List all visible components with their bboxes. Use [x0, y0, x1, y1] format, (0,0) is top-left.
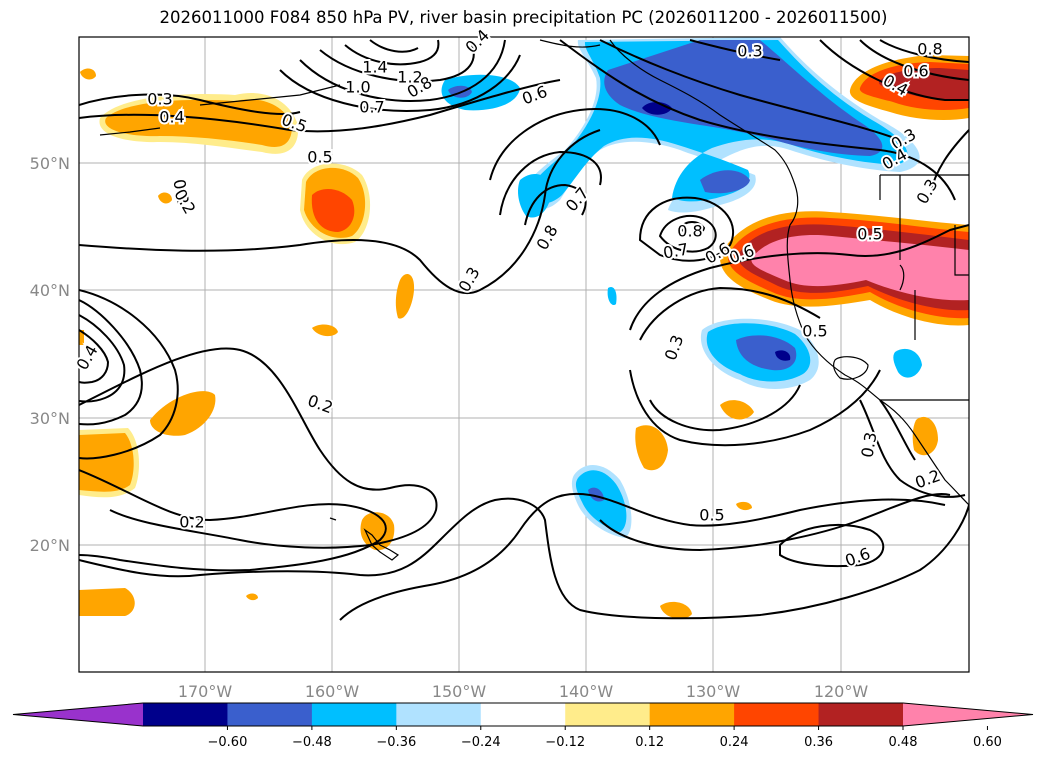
colorbar-tick-label: 0.60	[973, 735, 1002, 750]
latitude-labels: 50°N 40°N 30°N 20°N	[30, 154, 70, 555]
map-content	[79, 37, 969, 672]
colorbar-outline	[12, 702, 1034, 727]
colorbar-segment	[565, 703, 651, 726]
colorbar-extend-low	[13, 703, 143, 726]
colorbar-tick-label: 0.48	[889, 735, 918, 750]
contour-label: 0.3	[147, 90, 172, 109]
colorbar-tick-label: 0.36	[804, 735, 833, 750]
contour-label: 0.5	[699, 506, 724, 525]
map-title: 2026011000 F084 850 hPa PV, river basin …	[159, 8, 888, 27]
contour-label: 0.7	[662, 239, 690, 262]
colorbar-tick-label: −0.60	[208, 735, 248, 750]
colorbar-segment	[311, 703, 397, 726]
contour-label: 0.7	[359, 98, 384, 117]
contour-label: 1.0	[345, 78, 370, 97]
lon-label-140w: 140°W	[559, 682, 614, 701]
lat-label-30n: 30°N	[30, 409, 70, 428]
colorbar-extend-high	[903, 703, 1033, 726]
contour-label: 1.4	[362, 58, 387, 77]
map-frame	[78, 36, 970, 673]
colorbar-segment	[143, 703, 228, 726]
coastlines	[99, 39, 969, 561]
lon-label-130w: 130°W	[686, 682, 741, 701]
colorbar-segment	[649, 703, 735, 726]
colorbar-tick-label: 0.12	[635, 735, 664, 750]
lat-label-20n: 20°N	[30, 536, 70, 555]
colorbar-tick-label: −0.36	[376, 735, 416, 750]
colorbar: −0.60 −0.48 −0.36 −0.24 −0.12 0.12 0.24 0.36 0.4…	[12, 702, 1034, 750]
contour-label: 0.3	[737, 42, 762, 61]
lon-label-170w: 170°W	[178, 682, 233, 701]
lat-label-40n: 40°N	[30, 281, 70, 300]
colorbar-segment	[818, 703, 904, 726]
pv-contours	[79, 39, 969, 621]
colorbar-segment	[734, 703, 820, 726]
colorbar-segment	[227, 703, 313, 726]
contour-label: 0.3	[857, 431, 880, 459]
lon-label-160w: 160°W	[305, 682, 360, 701]
lat-label-50n: 50°N	[30, 154, 70, 173]
longitude-labels: 170°W 160°W 150°W 140°W 130°W 120°W	[178, 682, 869, 701]
lon-label-120w: 120°W	[814, 682, 869, 701]
colorbar-tick-label: −0.24	[461, 735, 501, 750]
colorbar-segment	[480, 703, 566, 726]
contour-label: 1.2	[397, 68, 422, 87]
contour-label: 0.2	[179, 513, 204, 532]
contour-label: 0.5	[307, 148, 332, 167]
contour-label: 0.8	[917, 40, 942, 59]
contour-label: 0.8	[677, 222, 702, 241]
colorbar-tick-label: 0.24	[720, 735, 749, 750]
colorbar-segment	[396, 703, 482, 726]
contour-label: 0.5	[802, 322, 827, 341]
contour-label: 0.5	[857, 225, 882, 244]
contour-label: 0.4	[159, 108, 184, 127]
contour-label: 0.6	[903, 62, 928, 81]
colorbar-tick-label: −0.12	[545, 735, 585, 750]
lon-label-150w: 150°W	[432, 682, 487, 701]
positive-precip-shading	[79, 55, 969, 619]
colorbar-tick-label: −0.48	[292, 735, 332, 750]
